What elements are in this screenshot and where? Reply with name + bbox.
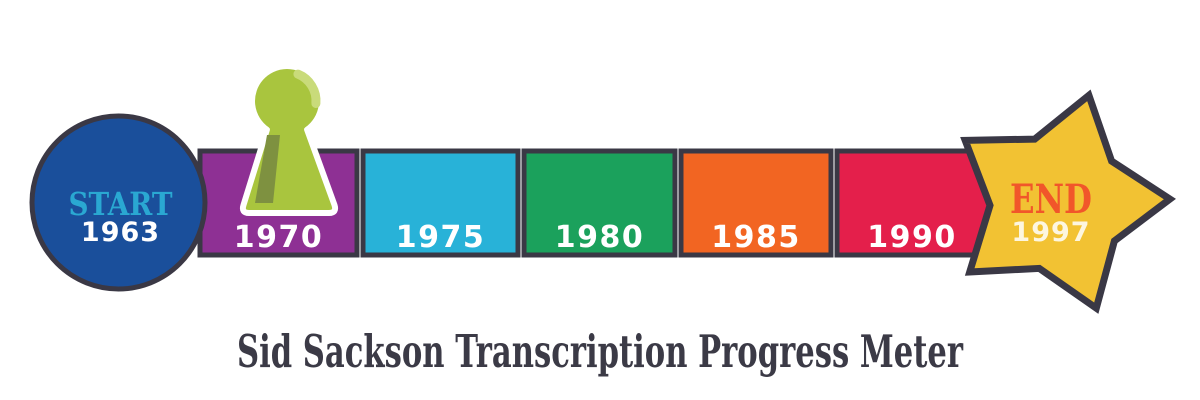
year-label-1970: 1970: [234, 220, 324, 255]
end-year: 1997: [1011, 217, 1090, 248]
segment-1975: [360, 148, 521, 258]
year-label-1975: 1975: [396, 220, 486, 255]
end-label: END: [1010, 176, 1092, 223]
year-label-1980: 1980: [555, 220, 645, 255]
segment-1980: [521, 148, 678, 258]
game-pawn-icon: [239, 63, 339, 216]
pawn-shade: [255, 135, 280, 203]
timeline-bar: [197, 148, 1005, 258]
segment-1985: [678, 148, 834, 258]
year-label-1990: 1990: [867, 220, 957, 255]
year-label-1985: 1985: [711, 220, 801, 255]
pawn-body: [239, 63, 339, 216]
end-star: [960, 89, 1176, 314]
start-year: 1963: [81, 217, 160, 248]
start-label: START: [69, 185, 173, 223]
caption: Sid Sackson Transcription Progress Meter: [237, 325, 964, 378]
pawn-highlight: [293, 69, 321, 108]
start-circle: [29, 113, 208, 292]
